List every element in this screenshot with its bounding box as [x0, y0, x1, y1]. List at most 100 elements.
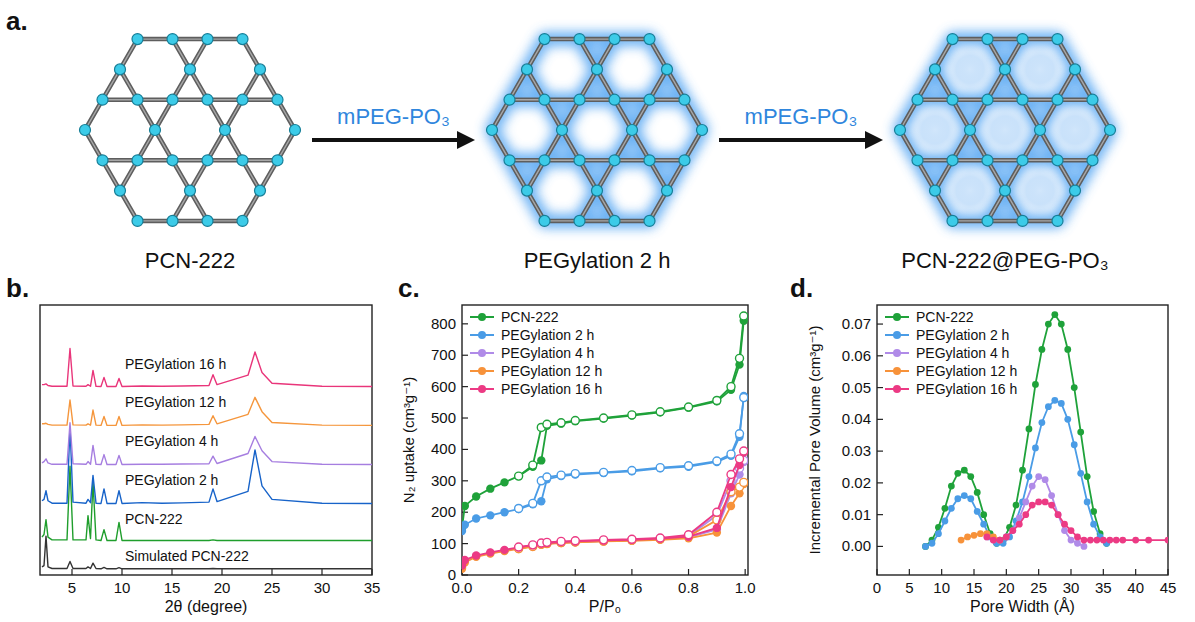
psd-point	[958, 537, 965, 544]
series-label: PEGylation 4 h	[125, 433, 218, 449]
psd-point	[1090, 521, 1097, 528]
zr-cluster	[522, 185, 533, 196]
desorption-point	[685, 532, 693, 540]
adsorption-point	[656, 408, 664, 416]
adsorption-point	[684, 403, 692, 411]
psd-line	[987, 502, 1168, 540]
x-tick	[71, 569, 72, 575]
zr-cluster	[237, 34, 248, 45]
desorption-point	[736, 430, 744, 438]
zr-cluster	[930, 64, 941, 75]
psd-point	[1058, 400, 1065, 407]
psd-point	[1055, 511, 1062, 518]
x-tick-label: 30	[1063, 579, 1080, 596]
plot-frame	[40, 305, 372, 575]
x-axis-title: 2θ (degree)	[165, 598, 248, 615]
zr-cluster	[539, 94, 550, 105]
zr-cluster	[644, 155, 655, 166]
desorption-line	[519, 482, 744, 548]
zr-cluster	[132, 94, 143, 105]
psd-point	[967, 495, 974, 502]
desorption-point	[713, 508, 721, 516]
adsorption-point	[543, 539, 551, 547]
desorption-point	[656, 408, 664, 416]
psd-point	[948, 505, 955, 512]
desorption-point	[628, 466, 636, 474]
legend-marker	[893, 313, 901, 321]
legend-label: PEGylation 2 h	[501, 327, 594, 343]
zr-cluster	[487, 125, 498, 136]
psd-point	[1045, 321, 1052, 328]
zr-cluster	[609, 215, 620, 226]
desorption-point	[571, 470, 579, 478]
desorption-point	[713, 396, 721, 404]
zr-cluster	[1017, 34, 1028, 45]
zr-cluster	[1105, 125, 1116, 136]
psd-point	[1003, 533, 1010, 540]
zr-cluster	[80, 125, 91, 136]
x-tick-label: 0	[873, 579, 881, 596]
x-tick	[909, 569, 910, 575]
desorption-point	[543, 539, 551, 547]
zr-cluster	[97, 155, 108, 166]
zr-cluster	[574, 215, 585, 226]
x-tick	[631, 569, 632, 575]
zr-cluster	[1017, 155, 1028, 166]
psd-point	[954, 495, 961, 502]
adsorption-point	[557, 538, 565, 546]
adsorption-point	[727, 502, 735, 510]
adsorption-line	[462, 321, 744, 528]
adsorption-point	[462, 502, 469, 510]
psd-point	[1068, 527, 1075, 534]
legend-marker	[893, 367, 901, 375]
psd-point	[990, 537, 997, 544]
zr-cluster	[504, 94, 515, 105]
zr-cluster	[1017, 215, 1028, 226]
x-tick-label: 35	[364, 579, 381, 596]
desorption-point	[515, 544, 523, 552]
zr-cluster	[592, 185, 603, 196]
y-tick	[877, 387, 883, 388]
zr-cluster	[1070, 64, 1081, 75]
desorption-point	[529, 499, 537, 507]
adsorption-point	[486, 548, 494, 556]
zr-cluster	[290, 125, 301, 136]
psd-point	[1035, 473, 1042, 480]
y-tick	[877, 451, 883, 452]
zr-cluster	[982, 155, 993, 166]
zr-cluster	[1000, 185, 1011, 196]
zr-cluster	[609, 94, 620, 105]
adsorption-point	[500, 546, 508, 554]
zr-cluster	[237, 215, 248, 226]
zr-cluster	[644, 94, 655, 105]
adsorption-point	[628, 467, 636, 475]
zr-cluster	[1035, 125, 1046, 136]
legend: PCN-222PEGylation 2 hPEGylation 4 hPEGyl…	[470, 309, 602, 397]
x-tick-label: 15	[164, 579, 181, 596]
peg-in-pore	[910, 105, 960, 155]
psd-point	[1074, 540, 1081, 547]
psd-point	[1077, 470, 1084, 477]
psd-point	[1071, 384, 1078, 391]
y-tick-label: 200	[431, 503, 456, 520]
adsorption-point	[462, 521, 469, 529]
psd-point	[984, 533, 991, 540]
desorption-point	[557, 471, 565, 479]
mof-structure	[487, 34, 708, 227]
figure: a.PCN-222PEGylation 2 hPCN-222@PEG-PO₃mP…	[0, 0, 1195, 622]
zr-cluster	[237, 94, 248, 105]
desorption-point	[628, 536, 636, 544]
psd-point	[1035, 499, 1042, 506]
y-tick	[462, 386, 468, 387]
y-tick-label: 0.04	[842, 410, 871, 427]
x-axis-title: Pore Width (Å)	[970, 597, 1075, 615]
y-tick-label: 0.06	[842, 347, 871, 364]
y-axis-title: N₂ uptake (cm³g⁻¹)	[400, 377, 417, 503]
desorption-point	[736, 455, 744, 463]
psd-point	[1145, 537, 1152, 544]
psd-point	[1029, 502, 1036, 509]
psd-point	[929, 540, 936, 547]
mof-structure	[80, 34, 301, 227]
series-label: Simulated PCN-222	[125, 548, 249, 564]
legend-label: PEGylation 16 h	[501, 381, 602, 397]
